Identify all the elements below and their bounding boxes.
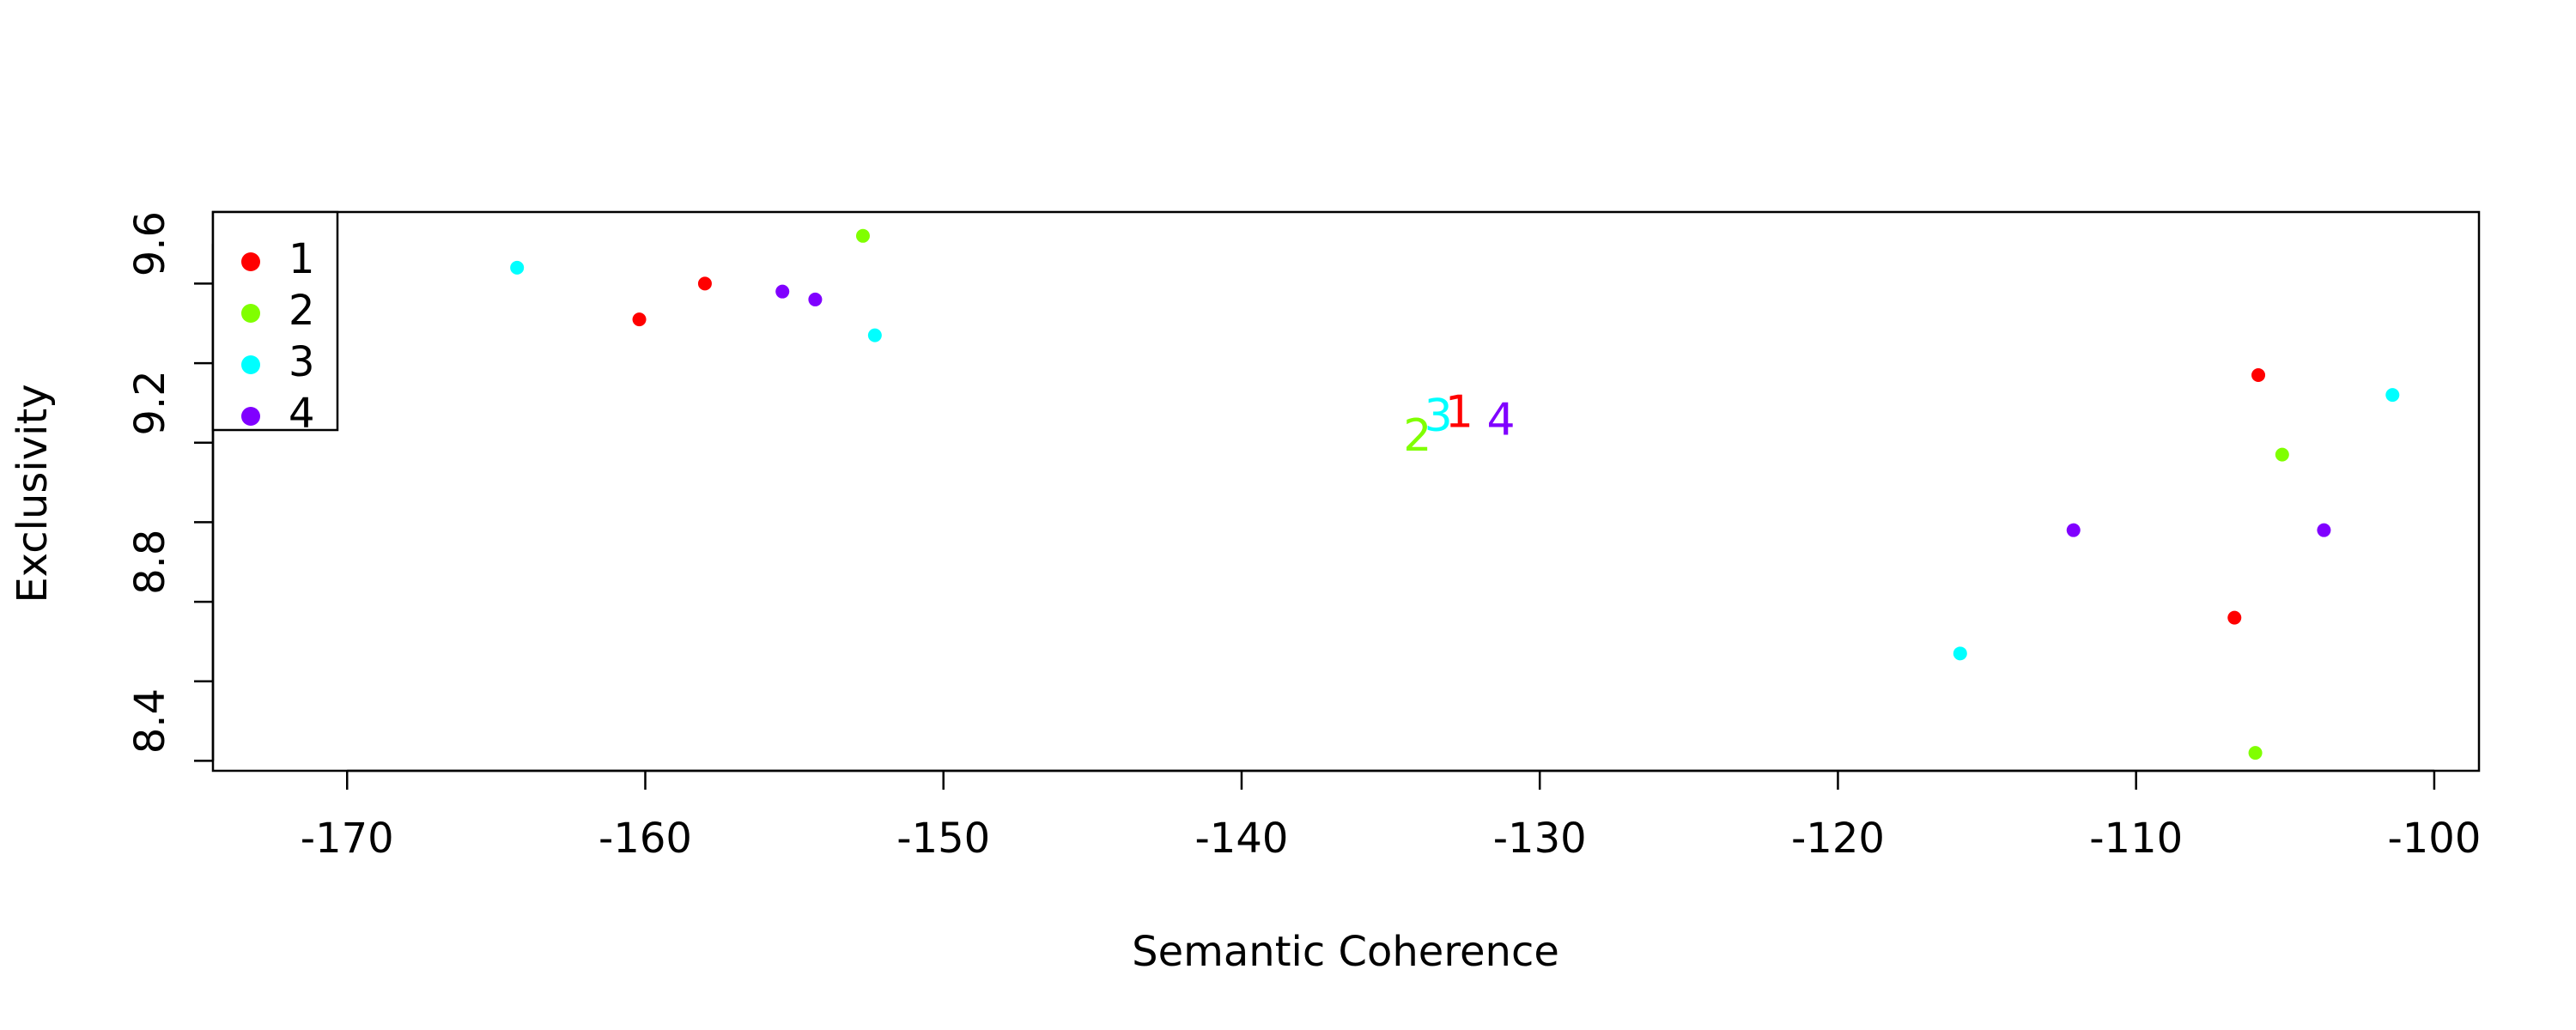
y-tick-label: 9.6 [126, 211, 174, 276]
data-point-series-1 [2227, 610, 2242, 625]
x-tick-label: -130 [1493, 815, 1587, 863]
x-tick-label: -150 [896, 815, 990, 863]
x-tick-label: -100 [2387, 815, 2481, 863]
legend-label-3: 3 [289, 338, 315, 386]
legend-marker-4 [241, 407, 260, 426]
data-point-series-1 [2251, 367, 2266, 382]
centroid-label-1: 1 [1445, 386, 1473, 438]
data-point-series-2 [855, 228, 870, 243]
data-point-series-3 [2385, 388, 2400, 403]
y-tick-label: 8.8 [126, 530, 174, 595]
x-axis-title: Semantic Coherence [1132, 928, 1559, 976]
data-point-series-2 [2248, 746, 2263, 760]
data-point-series-4 [2317, 523, 2331, 537]
x-tick-label: -160 [598, 815, 692, 863]
data-point-series-3 [510, 260, 525, 275]
data-points [510, 228, 2400, 760]
legend-box [211, 210, 339, 432]
axes: -170 -160 -150 -140 -130 -120 -110 -100 8.4 8.8 9.… [126, 210, 2481, 863]
y-tick-label: 9.2 [126, 370, 174, 435]
y-axis-title: Exclusivity [9, 384, 57, 603]
x-tick-label: -170 [301, 815, 394, 863]
data-point-series-4 [2066, 523, 2081, 537]
data-point-series-1 [632, 312, 647, 327]
legend-label-4: 4 [289, 390, 315, 438]
centroid-label-3: 3 [1425, 391, 1453, 442]
data-point-series-3 [867, 328, 882, 342]
centroid-label-2: 2 [1403, 410, 1431, 462]
legend-marker-1 [241, 252, 260, 271]
legend-label-2: 2 [289, 287, 315, 335]
centroid-label-4: 4 [1487, 395, 1516, 446]
y-tick-label: 8.4 [126, 688, 174, 754]
x-tick-label: -120 [1791, 815, 1885, 863]
x-tick-label: -110 [2089, 815, 2183, 863]
centroid-labels: 123 4 [1403, 386, 1515, 462]
data-point-series-1 [697, 276, 712, 291]
data-point-series-3 [1953, 646, 1967, 661]
data-point-series-4 [775, 284, 790, 299]
data-point-series-2 [2275, 447, 2289, 462]
data-point-series-4 [808, 292, 823, 306]
legend-marker-3 [241, 355, 260, 374]
legend-marker-2 [241, 304, 260, 323]
x-tick-label: -140 [1194, 815, 1288, 863]
legend-label-1: 1 [289, 235, 315, 283]
